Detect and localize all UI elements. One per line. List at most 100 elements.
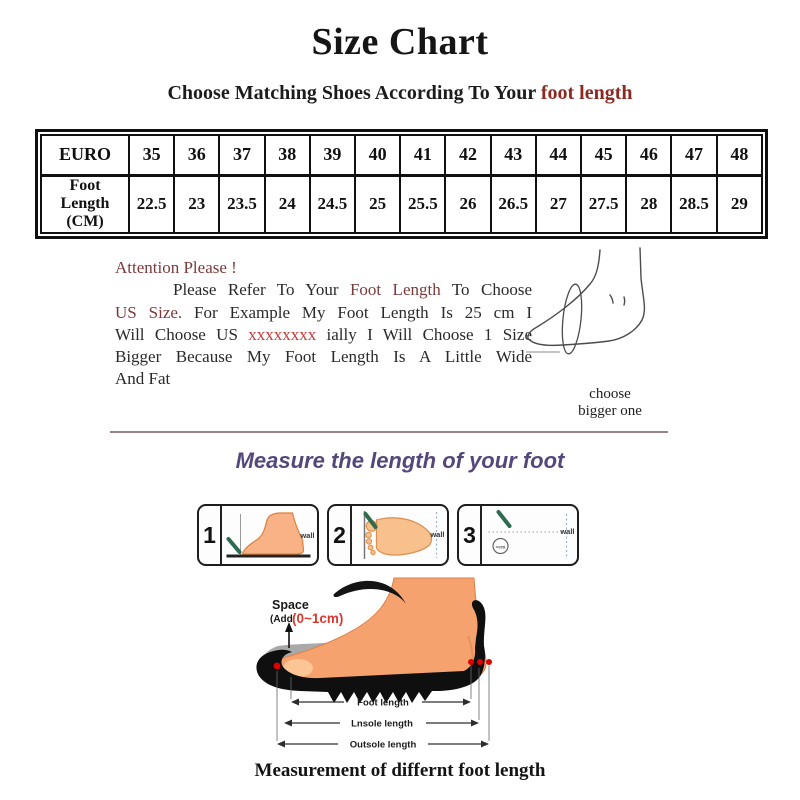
measure-tape-ellipse: [561, 283, 583, 355]
shoe-collar-shape: [333, 580, 406, 604]
table-row-euro: EURO 35 36 37 38 39 40 41 42 43 44 45 46…: [40, 134, 764, 177]
foot-length-label: Foot length: [357, 698, 409, 709]
foot-cm-cell: 23: [173, 174, 221, 234]
euro-size-cell: 41: [399, 134, 447, 177]
add-label: (Add: [270, 614, 293, 625]
euro-size-cell: 35: [127, 134, 176, 177]
attention-text: Will Choose US: [115, 324, 249, 344]
insole-length-arrow: Lnsole length: [284, 719, 479, 730]
attention-text: ially I Will Choose 1 Size: [316, 324, 532, 344]
outsole-shape: [256, 600, 486, 703]
attention-text: To Choose: [440, 280, 532, 300]
outsole-length-arrow: Outsole length: [277, 740, 489, 751]
foot-cm-cell: 25: [354, 174, 402, 234]
subtitle-text: Choose Matching Shoes According To Your: [167, 82, 541, 104]
attention-paragraph: Attention Please ! Please Refer To Your …: [115, 257, 532, 391]
pencil-icon: [363, 512, 378, 529]
foot-cm-cell: 23.5: [218, 174, 266, 234]
step-3-illustration: =cm wall: [488, 510, 575, 558]
foot-cm-cell: 22.5: [127, 174, 176, 234]
wall-label: wall: [299, 531, 314, 540]
subtitle-highlight: foot length: [540, 82, 633, 104]
wall-label: wall: [429, 530, 444, 539]
euro-size-cell: 46: [625, 134, 673, 177]
euro-size-cell: 45: [580, 134, 628, 177]
toe: [370, 549, 376, 556]
step-1-illustration: wall: [226, 512, 315, 558]
foot-cm-cell: 26: [444, 174, 492, 234]
euro-size-cell: 48: [715, 134, 764, 177]
euro-size-cell: 43: [489, 134, 537, 177]
page-title: Size Chart: [311, 21, 489, 63]
euro-size-cell: 36: [173, 134, 221, 177]
toe: [365, 538, 373, 545]
subtitle: Choose Matching Shoes According To Your …: [0, 82, 800, 105]
insole-length-label: Lnsole length: [351, 719, 413, 730]
pencil-icon: [226, 537, 242, 554]
foot-side-illustration: [241, 512, 305, 555]
step-panel-2: 2 wall: [327, 504, 449, 566]
space-label: Space: [272, 598, 309, 612]
euro-size-cell: 38: [263, 134, 311, 177]
heel-marker-dot: [477, 659, 483, 665]
section-divider: [110, 431, 668, 433]
attention-foot-length: Foot Length: [349, 280, 441, 300]
pencil-icon: [496, 510, 512, 528]
step-panel-1: 1 wall: [197, 504, 319, 566]
cm-hint-label: =cm: [496, 545, 506, 550]
measurement-diagram: Space (Add (0~1cm) Foot length Lnsole le…: [256, 577, 492, 751]
ankle-mark: [623, 296, 626, 306]
space-range-label: (0~1cm): [292, 611, 343, 626]
foot-cm-cell: 28.5: [670, 174, 718, 234]
euro-header: EURO: [40, 134, 130, 177]
measure-circle: [492, 537, 509, 555]
size-table: EURO 35 36 37 38 39 40 41 42 43 44 45 46…: [35, 129, 768, 239]
euro-size-cell: 40: [354, 134, 402, 177]
foot-outline: [527, 247, 646, 347]
foot-length-header: Foot Length (CM): [40, 174, 130, 234]
toe-marker-dot: [273, 662, 281, 670]
foot-cm-cell: 26.5: [489, 174, 537, 234]
attention-text: For Example My Foot Length Is 25 cm I: [182, 302, 532, 322]
foot-cm-cell: 24.5: [308, 174, 357, 234]
attention-line: US Size. For Example My Foot Length Is 2…: [115, 302, 532, 324]
step-number: 1: [199, 506, 222, 564]
heel-marker-dot: [468, 659, 474, 665]
foot-cm-cell: 25.5: [399, 174, 447, 234]
toe: [367, 544, 374, 551]
attention-line: Will Choose US xxxxxxxx ially I Will Cho…: [115, 324, 532, 346]
foot-cm-cell: 29: [715, 174, 764, 234]
foot-sole-illustration: [375, 517, 433, 556]
foot-cm-cell: 27.5: [580, 174, 628, 234]
space-arrowhead: [285, 622, 293, 632]
attention-line: Bigger Because My Foot Length Is A Littl…: [115, 347, 532, 367]
step-number: 2: [329, 506, 352, 564]
step-panel-3: 3 =cm wall: [457, 504, 579, 566]
foot-cm-cell: 28: [625, 174, 673, 234]
attention-crossed-text: xxxxxxxx: [248, 324, 317, 344]
euro-size-cell: 37: [218, 134, 266, 177]
foot-cm-cell: 24: [263, 174, 311, 234]
step-2-illustration: wall: [363, 511, 445, 559]
euro-size-cell: 42: [444, 134, 492, 177]
bottom-caption: Measurement of differnt foot length: [254, 760, 546, 781]
toe-highlight: [283, 659, 313, 677]
outsole-length-label: Outsole length: [350, 740, 417, 751]
measure-steps: 1 wall 2 wall: [197, 504, 579, 566]
euro-size-cell: 44: [534, 134, 583, 177]
choose-bigger-note: choose bigger one: [578, 386, 642, 419]
heel-marker-dot: [486, 659, 492, 665]
wall-label: wall: [559, 527, 574, 536]
euro-size-cell: 39: [308, 134, 357, 177]
foot-cm-cell: 27: [534, 174, 583, 234]
measure-section-heading: Measure the length of your foot: [235, 448, 565, 473]
attention-line: Please Refer To Your Foot Length To Choo…: [115, 279, 532, 301]
ankle-mark: [609, 294, 614, 304]
step-number: 3: [459, 506, 482, 564]
toe: [365, 531, 372, 539]
foot-length-arrow: Foot length: [291, 698, 471, 709]
euro-size-cell: 47: [670, 134, 718, 177]
attention-heading: Attention Please !: [115, 258, 237, 277]
guide-lines: [276, 666, 490, 741]
